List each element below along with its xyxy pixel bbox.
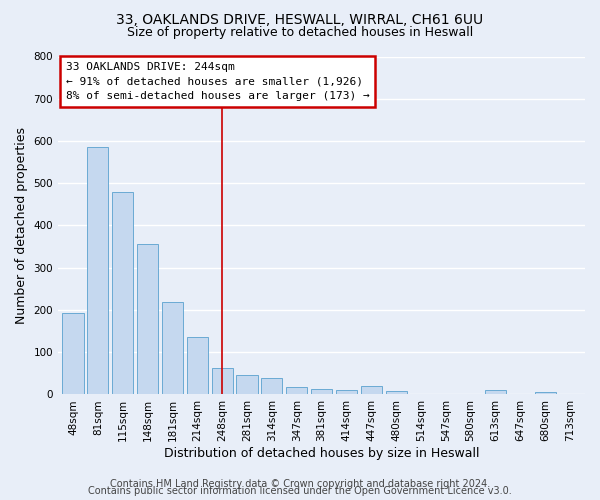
Bar [361,386,382,394]
Text: Size of property relative to detached houses in Heswall: Size of property relative to detached ho… [127,26,473,39]
Bar [137,244,158,394]
Bar [112,192,133,394]
Bar [236,376,257,394]
Text: 33, OAKLANDS DRIVE, HESWALL, WIRRAL, CH61 6UU: 33, OAKLANDS DRIVE, HESWALL, WIRRAL, CH6… [116,12,484,26]
Bar [261,378,283,394]
Bar [162,302,183,394]
Bar [212,368,233,394]
Bar [386,391,407,394]
Bar [535,392,556,394]
Bar [336,390,357,394]
Y-axis label: Number of detached properties: Number of detached properties [15,127,28,324]
Bar [62,313,83,394]
Bar [286,388,307,394]
Bar [187,338,208,394]
Bar [311,388,332,394]
Bar [485,390,506,394]
Text: Contains public sector information licensed under the Open Government Licence v3: Contains public sector information licen… [88,486,512,496]
Bar [87,148,109,394]
Text: 33 OAKLANDS DRIVE: 244sqm
← 91% of detached houses are smaller (1,926)
8% of sem: 33 OAKLANDS DRIVE: 244sqm ← 91% of detac… [66,62,370,101]
X-axis label: Distribution of detached houses by size in Heswall: Distribution of detached houses by size … [164,447,479,460]
Text: Contains HM Land Registry data © Crown copyright and database right 2024.: Contains HM Land Registry data © Crown c… [110,479,490,489]
